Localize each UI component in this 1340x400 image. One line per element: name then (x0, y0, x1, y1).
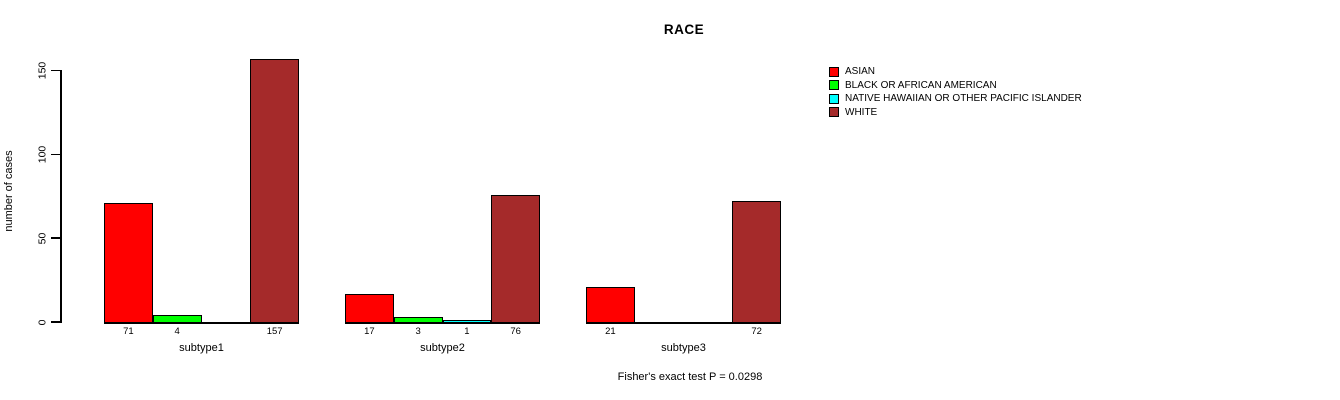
y-tick-label: 50 (36, 232, 49, 245)
group-baseline (104, 322, 299, 324)
bar-asian (345, 293, 394, 324)
category-label-subtype3: subtype3 (661, 342, 706, 354)
y-tick-label: 0 (36, 319, 49, 325)
legend-label: WHITE (845, 106, 878, 118)
category-label-subtype1: subtype1 (179, 342, 224, 354)
bar-native-hawaiian-or-other-pacific-islander (442, 320, 492, 324)
bar-value-label: 1 (464, 326, 470, 337)
legend-swatch-icon (829, 107, 839, 118)
legend-swatch-icon (829, 80, 839, 91)
y-tick-label: 100 (36, 145, 49, 164)
legend-item: NATIVE HAWAIIAN OR OTHER PACIFIC ISLANDE… (829, 92, 1082, 106)
group-baseline (586, 322, 781, 324)
y-tick-mark (51, 237, 60, 239)
bar-value-label: 17 (364, 326, 375, 337)
legend: ASIAN BLACK OR AFRICAN AMERICAN NATIVE HAW… (829, 65, 1082, 119)
y-axis-label: number of cases (3, 150, 15, 232)
bar-white (732, 201, 781, 324)
legend-label: ASIAN (845, 66, 876, 78)
bar-asian (104, 203, 153, 324)
y-axis-line (60, 70, 62, 323)
category-label-subtype2: subtype2 (420, 342, 465, 354)
bar-black-or-african-american (393, 316, 443, 324)
legend-label: BLACK OR AFRICAN AMERICAN (845, 79, 997, 91)
bar-value-label: 76 (510, 326, 521, 337)
chart-title: RACE (663, 22, 705, 37)
y-tick-mark (51, 321, 60, 323)
legend-swatch-icon (829, 66, 839, 77)
legend-swatch-icon (829, 93, 839, 104)
bar-value-label: 21 (605, 326, 616, 337)
y-tick-label: 150 (36, 61, 49, 80)
legend-item: BLACK OR AFRICAN AMERICAN (829, 79, 1082, 93)
y-tick-mark (51, 153, 60, 156)
bar-white (491, 194, 540, 324)
bar-value-label: 72 (751, 326, 762, 337)
bar-value-label: 4 (174, 326, 180, 337)
bar-white (250, 58, 299, 324)
fisher-test-annotation: Fisher's exact test P = 0.0298 (617, 371, 763, 383)
bar-value-label: 71 (123, 326, 134, 337)
bar-black-or-african-american (152, 315, 202, 324)
y-tick-mark (51, 69, 60, 72)
bar-value-label: 3 (415, 326, 421, 337)
legend-item: WHITE (829, 106, 1082, 120)
bar-value-label: 157 (266, 326, 283, 337)
bar-asian (586, 286, 635, 324)
legend-label: NATIVE HAWAIIAN OR OTHER PACIFIC ISLANDE… (845, 93, 1082, 105)
legend-item: ASIAN (829, 65, 1082, 79)
